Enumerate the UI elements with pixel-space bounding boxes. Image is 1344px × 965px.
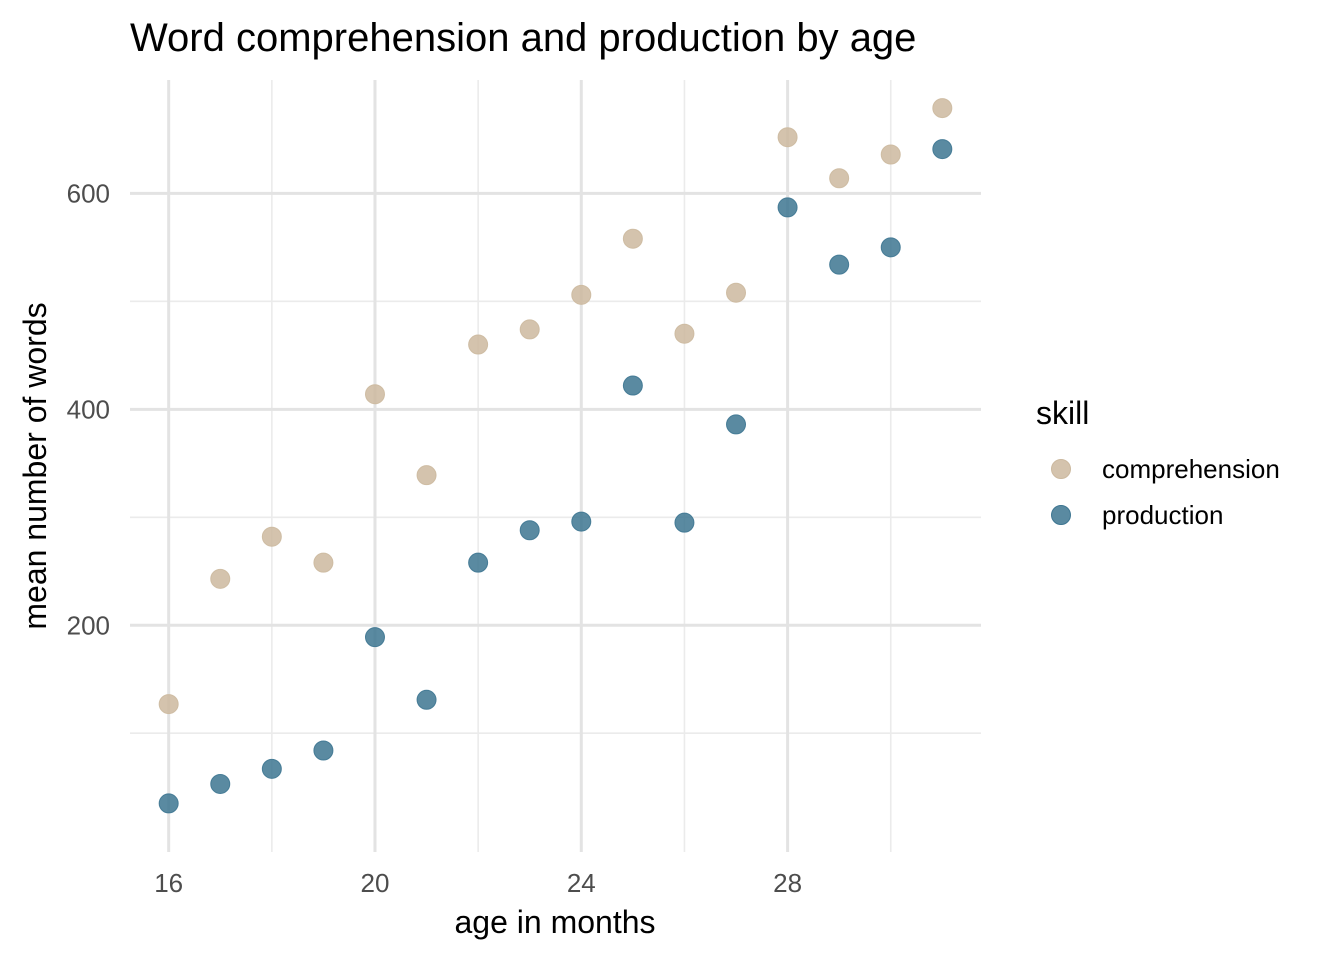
data-point-comprehension (364, 384, 385, 405)
data-point-comprehension (571, 284, 592, 305)
data-point-comprehension (829, 168, 850, 189)
data-point-comprehension (468, 334, 489, 355)
data-point-production (622, 375, 643, 396)
legend-label-comprehension: comprehension (1102, 454, 1280, 484)
legend-key-production (1051, 505, 1071, 525)
y-tick-label: 600 (67, 178, 110, 208)
data-point-production (313, 740, 334, 761)
data-point-production (364, 627, 385, 648)
x-tick-label: 28 (773, 868, 802, 898)
data-point-production (468, 552, 489, 573)
data-point-production (210, 773, 231, 794)
x-tick-label: 16 (154, 868, 183, 898)
data-point-production (261, 758, 282, 779)
data-point-production (777, 197, 798, 218)
data-points (158, 98, 953, 814)
x-axis-tick-labels: 16 20 24 28 (154, 868, 802, 898)
data-point-production (674, 512, 695, 533)
data-point-comprehension (777, 127, 798, 148)
series-production (158, 139, 953, 814)
chart-title: Word comprehension and production by age (130, 16, 916, 60)
y-tick-label: 400 (67, 394, 110, 424)
legend-item-production: production (1051, 500, 1223, 530)
data-point-comprehension (726, 282, 747, 303)
legend-items: comprehension production (1051, 454, 1280, 530)
x-axis-label: age in months (454, 904, 655, 940)
data-point-production (158, 793, 179, 814)
data-point-production (519, 520, 540, 541)
minor-gridlines (130, 80, 981, 852)
legend-title: skill (1036, 395, 1089, 431)
data-point-comprehension (932, 98, 953, 119)
legend-item-comprehension: comprehension (1051, 454, 1280, 484)
x-tick-label: 20 (361, 868, 390, 898)
data-point-production (932, 139, 953, 160)
legend-key-comprehension (1051, 459, 1071, 479)
x-tick-label: 24 (567, 868, 596, 898)
y-tick-label: 200 (67, 610, 110, 640)
legend: skill comprehension production (1036, 395, 1280, 530)
data-point-production (829, 254, 850, 275)
y-axis-label: mean number of words (17, 302, 53, 629)
data-point-comprehension (210, 568, 231, 589)
major-gridlines (130, 80, 981, 852)
series-comprehension (158, 98, 953, 715)
data-point-comprehension (880, 144, 901, 165)
data-point-comprehension (416, 465, 437, 486)
legend-label-production: production (1102, 500, 1223, 530)
data-point-production (880, 237, 901, 258)
y-axis-tick-labels: 200 400 600 (67, 178, 110, 640)
data-point-production (571, 511, 592, 532)
data-point-comprehension (622, 228, 643, 249)
data-point-comprehension (674, 323, 695, 344)
data-point-comprehension (519, 319, 540, 340)
data-point-production (416, 689, 437, 710)
data-point-comprehension (313, 552, 334, 573)
data-point-comprehension (261, 526, 282, 547)
data-point-comprehension (158, 694, 179, 715)
data-point-production (726, 414, 747, 435)
